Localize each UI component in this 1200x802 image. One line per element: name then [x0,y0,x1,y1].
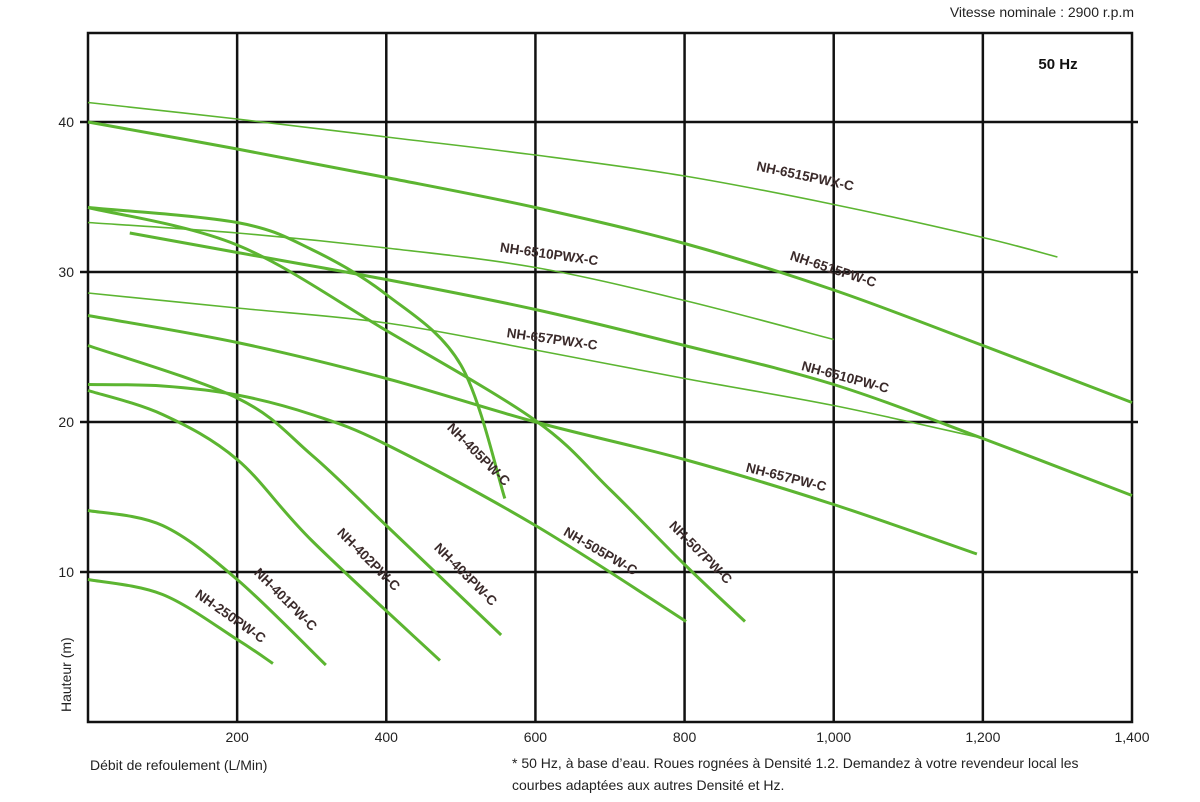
y-tick-label: 20 [58,414,74,430]
series-label: NH-402PW-C [334,525,403,594]
x-tick-label: 400 [375,729,399,745]
speed-note: Vitesse nominale : 2900 r.p.m [950,4,1134,20]
x-tick-label: 600 [524,729,548,745]
y-tick-label: 40 [58,114,74,130]
series-label: NH-6515PWX-C [755,158,855,193]
series-line-nh-6510pwx-c [87,221,834,341]
y-tick-label: 30 [58,264,74,280]
series-line-nh-401pw-c [87,509,327,667]
x-axis-label: Débit de refoulement (L/Min) [90,757,267,773]
series-label: NH-507PW-C [666,518,735,587]
x-tick-label: 1,000 [816,729,851,745]
series-line-nh-6515pwx-c [87,101,1058,258]
footnote-line-2: courbes adaptées aux autres Densité et H… [512,777,784,793]
series-line-nh-402pw-c [87,389,442,662]
series-line-nh-657pwx-c [87,292,978,438]
axis-ticks: 200 400 600 800 1,000 1,200 1,400 10 20 30 40 [58,114,1149,745]
x-tick-label: 1,400 [1114,729,1149,745]
series-line-nh-507pw-c [87,206,747,623]
series-line-nh-405pw-c [87,206,507,499]
x-tick-label: 800 [673,729,697,745]
series-label: NH-403PW-C [431,540,500,609]
footnote-line-1: * 50 Hz, à base d’eau. Roues rognées à D… [512,755,1079,771]
series-line-nh-250pw-c [87,578,274,665]
series-label: NH-505PW-C [561,524,640,578]
series-label: NH-657PWX-C [506,325,599,353]
x-tick-label: 1,200 [965,729,1000,745]
series-line-nh-657pw-c [87,314,978,556]
y-axis-label: Hauteur (m) [58,637,74,712]
series-lines [87,101,1133,667]
plot-frame [86,31,1134,724]
x-tick-label: 200 [225,729,249,745]
y-tick-label: 10 [58,564,74,580]
series-line-nh-6515pw-c [87,120,1133,404]
frequency-badge: 50 Hz [1038,56,1077,73]
series-line-nh-403pw-c [87,344,503,637]
series-line-nh-6510pw-c [129,231,1133,497]
grid [80,31,1138,724]
series-line-nh-505pw-c [87,383,687,623]
